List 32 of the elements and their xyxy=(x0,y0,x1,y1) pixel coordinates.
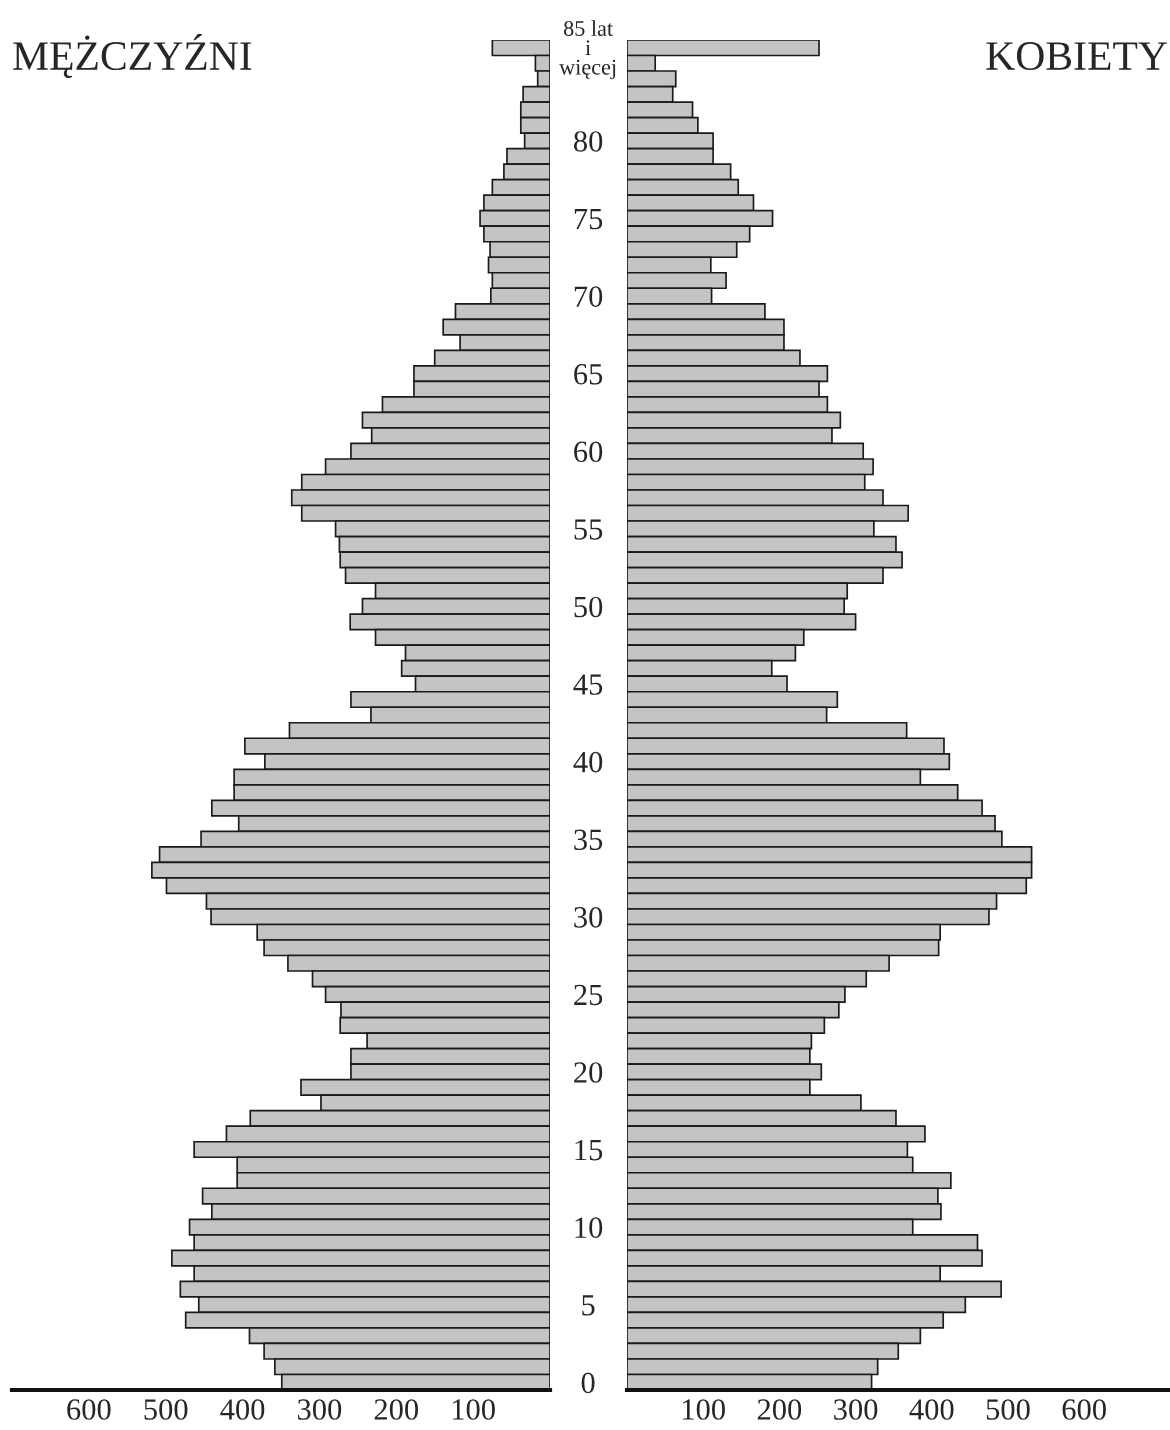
y-tick-label: 5 xyxy=(582,1295,595,1316)
x-tick-label: 100 xyxy=(682,1399,725,1420)
y-tick-label: 30 xyxy=(574,907,603,928)
y-tick-label: 0 xyxy=(581,1372,595,1394)
x-tick-label: 500 xyxy=(986,1399,1030,1420)
x-tick-label: 300 xyxy=(297,1399,342,1420)
y-tick-label: 20 xyxy=(574,1062,603,1083)
y-tick-label: 80 xyxy=(574,131,603,152)
y-tick-label: 40 xyxy=(573,751,603,773)
y-tick-label: 50 xyxy=(574,596,603,618)
x-tick-label: 500 xyxy=(144,1399,188,1420)
y-tick-label: 75 xyxy=(574,209,603,230)
y-tick-label: 45 xyxy=(573,674,603,695)
x-tick-label: 200 xyxy=(374,1399,419,1420)
y-tick-label: 85 lat i więcej xyxy=(559,20,616,80)
y-tick-label: 55 xyxy=(574,519,603,540)
x-tick-label: 100 xyxy=(452,1399,495,1420)
x-tick-label: 300 xyxy=(834,1399,878,1420)
x-tick-label: 400 xyxy=(909,1399,954,1420)
x-tick-label: 600 xyxy=(67,1399,111,1420)
y-tick-label: 15 xyxy=(575,1139,603,1161)
y-tick-label: 65 xyxy=(574,363,603,385)
y-tick-label: 70 xyxy=(574,286,603,307)
x-tick-label: 600 xyxy=(1062,1399,1106,1420)
chart-title: MĘŻCZYŹNI xyxy=(13,34,252,78)
y-tick-label: 25 xyxy=(574,984,603,1006)
chart-title: KOBIETY xyxy=(986,42,1167,71)
x-tick-label: 400 xyxy=(220,1399,265,1420)
y-tick-label: 10 xyxy=(575,1217,603,1238)
x-tick-label: 200 xyxy=(757,1399,802,1420)
y-tick-label: 60 xyxy=(574,441,603,463)
y-tick-label: 35 xyxy=(574,829,603,851)
